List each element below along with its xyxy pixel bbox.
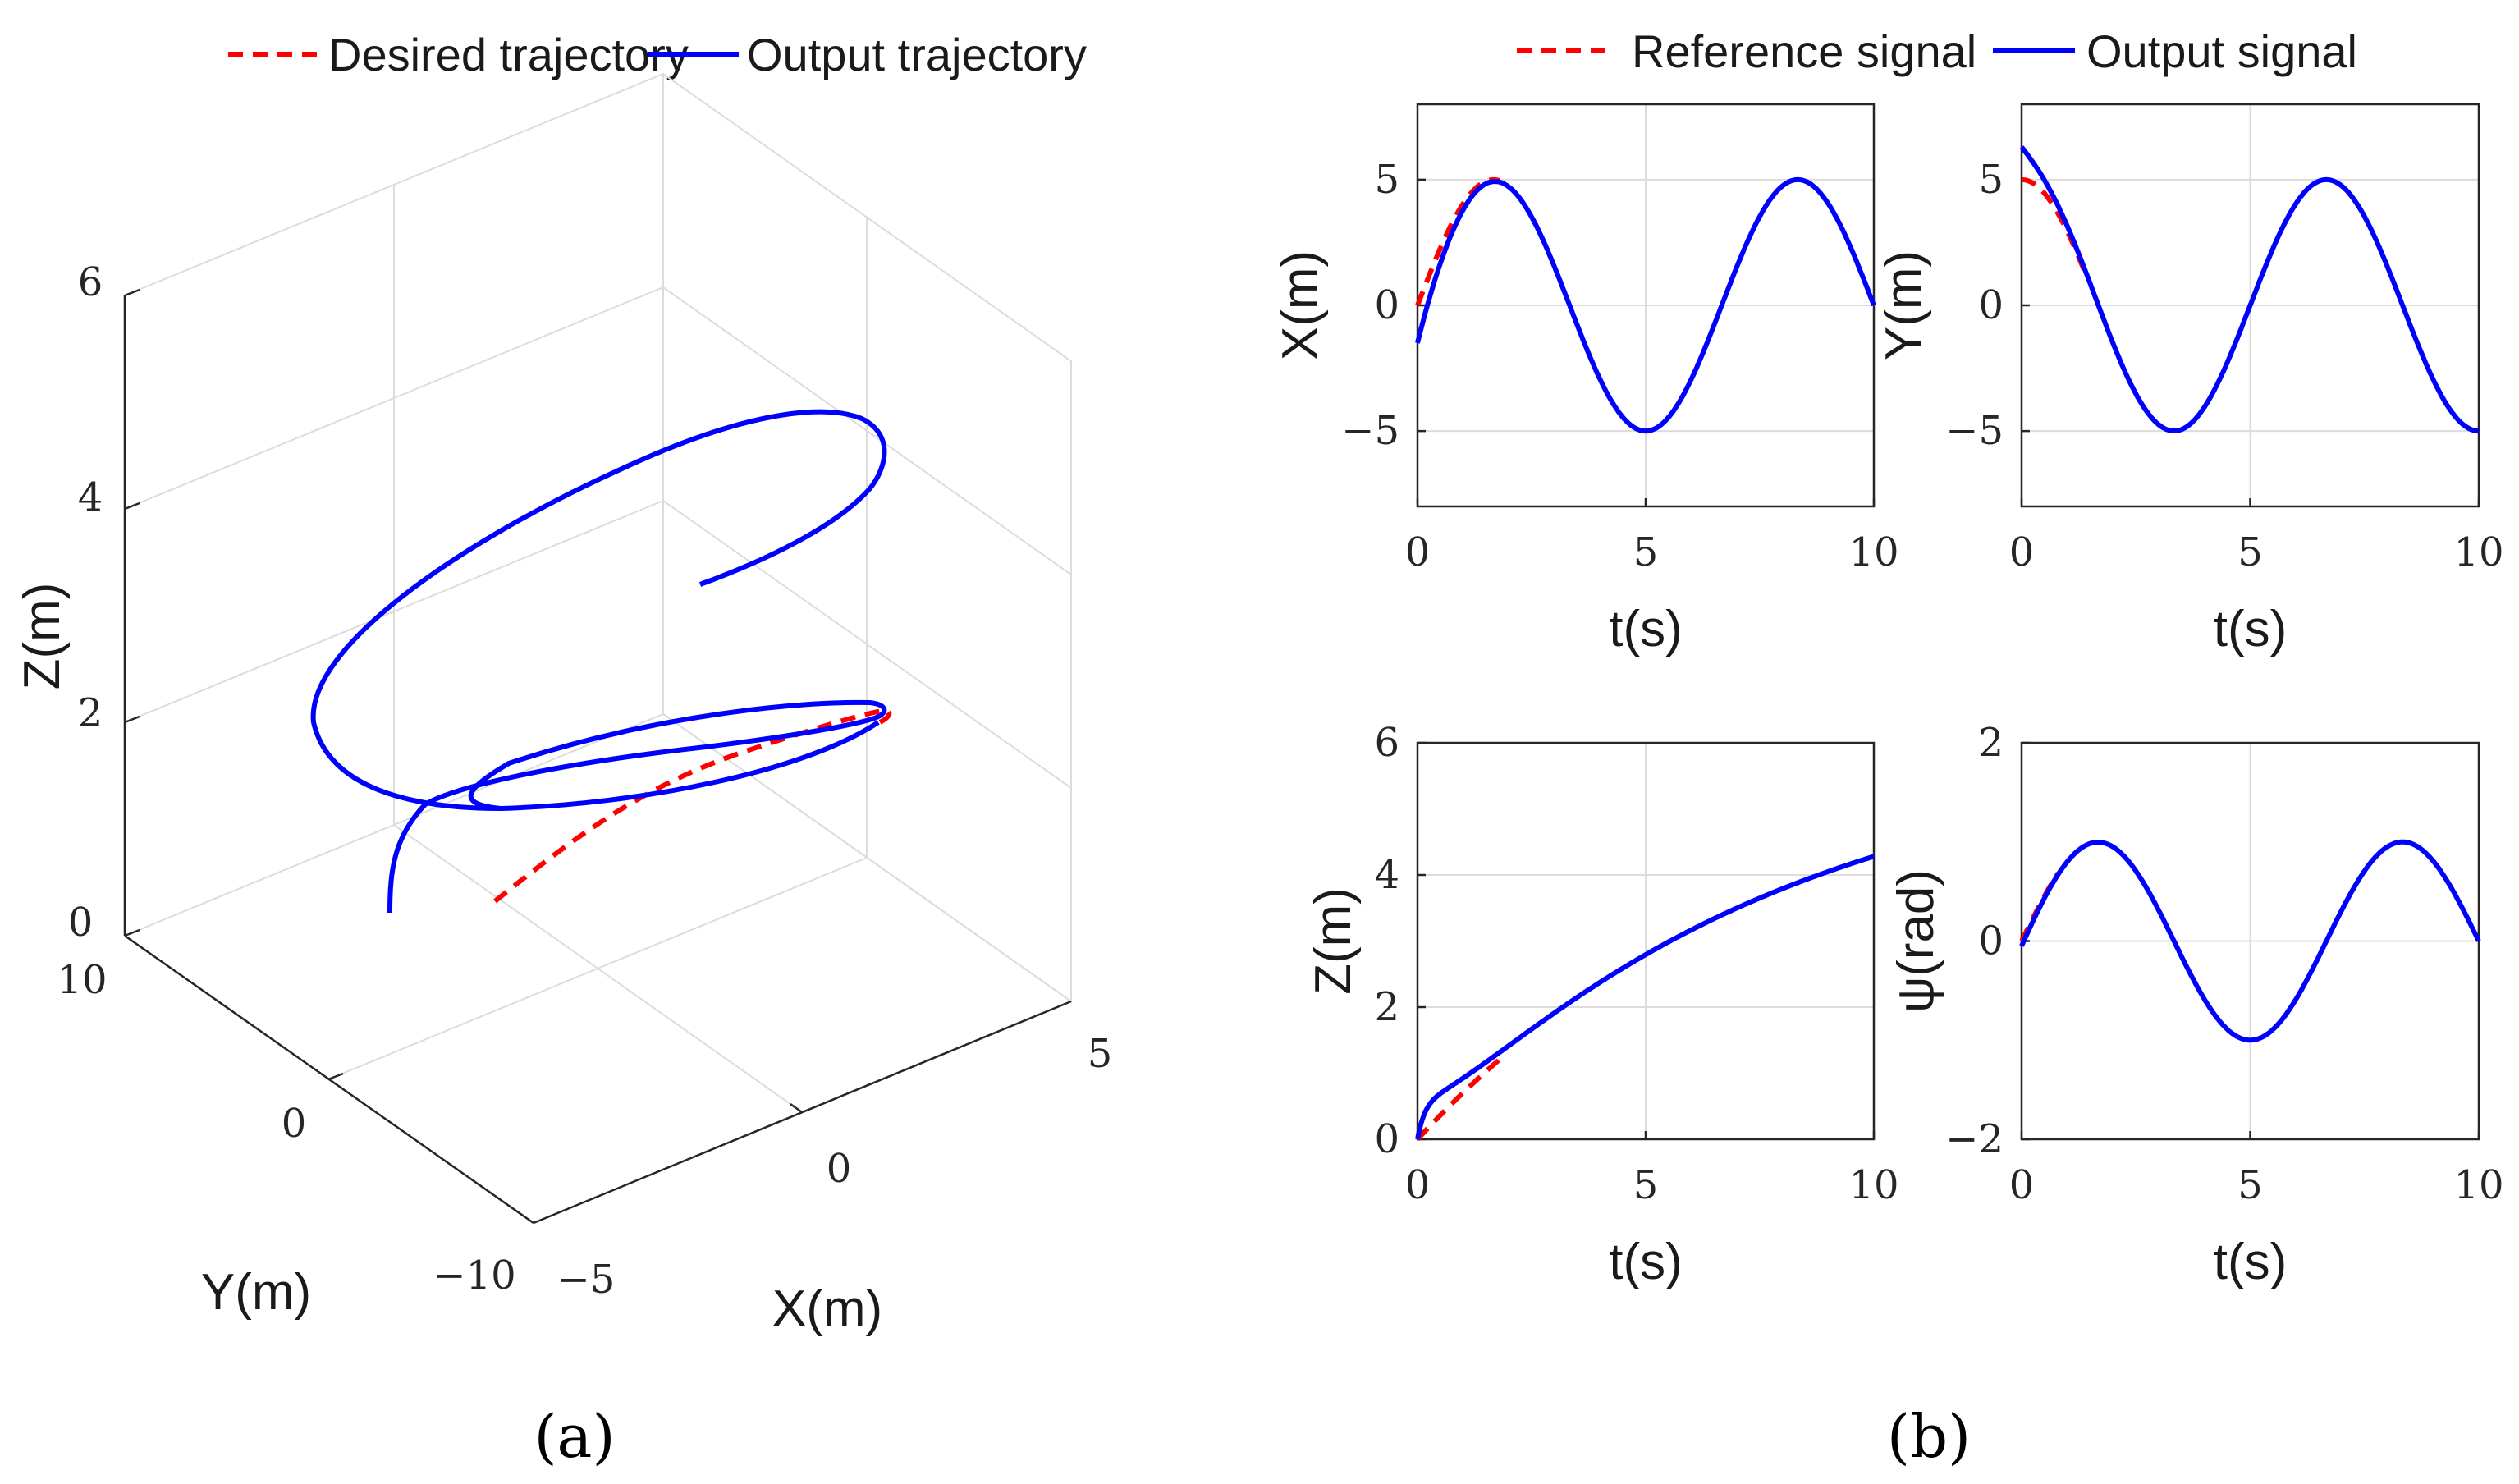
psi_t-ytick-label-1: 0 <box>1978 918 2004 964</box>
z-axis-label: Z(m) <box>14 583 71 690</box>
subplot-y-t: 0 5 10 5 0 −5 t(s) Y(m) <box>1876 103 2504 657</box>
panel-label-a: (a) <box>534 1402 615 1471</box>
z-tick-label-0: 0 <box>68 900 94 946</box>
x-axis-label: X(m) <box>772 1280 882 1337</box>
legend-a-out-label: Output trajectory <box>747 29 1087 80</box>
legend-a-ref-label: Desired trajectory <box>328 29 689 80</box>
y_t-ytick-label-0: 5 <box>1978 157 2004 203</box>
y-tick-label-0: 0 <box>282 1101 307 1147</box>
legend-b: Reference signal Output signal <box>1517 25 2357 77</box>
legend-b-out-label: Output signal <box>2086 25 2357 77</box>
z-grid-2 <box>124 499 1072 789</box>
psi_t-xtick-label-10: 10 <box>2453 1162 2503 1208</box>
psi_t-xtick-label-5: 5 <box>2237 1162 2263 1208</box>
x_t-ytick-label-2: −5 <box>1341 408 1399 454</box>
legend-a: Desired trajectory Output trajectory <box>228 29 1087 80</box>
z_t-xtick-label-10: 10 <box>1848 1162 1898 1208</box>
x_t-xtick-label-10: 10 <box>1848 529 1898 575</box>
z-grid-4 <box>124 286 1072 575</box>
z_t-ylabel: Z(m) <box>1305 887 1362 995</box>
y_t-output-line <box>2019 145 2479 434</box>
x_t-xlabel: t(s) <box>1609 601 1683 657</box>
y_t-ytick-label-2: −5 <box>1945 408 2004 454</box>
x_t-reference-line <box>1415 176 1500 307</box>
psi_t-xlabel: t(s) <box>2214 1234 2288 1290</box>
subplot-x-t: 0 5 10 5 0 −5 t(s) X(m) <box>1272 103 1899 657</box>
z_t-ytick-label-0: 6 <box>1374 720 1399 766</box>
x_t-xtick-label-0: 0 <box>1405 529 1431 575</box>
panel-label-b: (b) <box>1887 1402 1971 1471</box>
axes-3d-box <box>123 72 1072 1225</box>
psi_t-xtick-label-0: 0 <box>2009 1162 2035 1208</box>
y_t-ylabel: Y(m) <box>1876 250 1932 360</box>
subplot-z-t: 0 5 10 6 4 2 0 t(s) Z(m) <box>1305 720 1899 1290</box>
z_t-xtick-label-0: 0 <box>1405 1162 1431 1208</box>
x_t-ylabel: X(m) <box>1272 250 1329 360</box>
y_t-xtick-label-5: 5 <box>2237 529 2263 575</box>
y_t-reference-line <box>2022 176 2088 276</box>
z-tick-0 <box>124 928 140 937</box>
desired-trajectory-line <box>493 708 892 904</box>
floor-x0 <box>393 824 803 1113</box>
z_t-reference-line <box>1415 1057 1502 1142</box>
z_t-ytick-label-1: 4 <box>1374 852 1399 898</box>
z-tick-label-2: 2 <box>78 690 103 736</box>
z_t-ytick-label-2: 2 <box>1374 984 1399 1030</box>
y_t-xlabel: t(s) <box>2214 601 2288 657</box>
psi_t-ytick-label-0: 2 <box>1978 720 2004 766</box>
x_t-xtick-label-5: 5 <box>1633 529 1659 575</box>
y-tick-0 <box>327 1072 344 1081</box>
x-tick-label-0: 0 <box>827 1146 852 1192</box>
y-axis-label: Y(m) <box>201 1264 311 1321</box>
z_t-output-line <box>1415 854 1875 1140</box>
panel-b-time-signals: Reference signal Output signal 0 5 10 5 0 −5 t… <box>1272 25 2504 1290</box>
legend-b-ref-label: Reference signal <box>1632 25 1976 77</box>
y-tick-label-10: 10 <box>57 957 107 1003</box>
z-tick-label-4: 4 <box>78 474 103 520</box>
y_t-xtick-label-10: 10 <box>2453 529 2503 575</box>
x_t-ytick-label-1: 0 <box>1374 282 1399 328</box>
psi_t-ylabel: ψ(rad) <box>1888 869 1944 1013</box>
y_t-xtick-label-0: 0 <box>2009 529 2035 575</box>
x-tick-label-5: 5 <box>1088 1031 1113 1077</box>
x_t-ytick-label-0: 5 <box>1374 157 1399 203</box>
panel-a-3d-trajectory: Desired trajectory Output trajectory <box>14 29 1112 1337</box>
z-tick-4 <box>124 502 140 511</box>
y_t-ytick-label-1: 0 <box>1978 282 2004 328</box>
x-axis-line <box>533 1000 1072 1225</box>
x-tick-0 <box>790 1102 803 1114</box>
psi_t-output-line <box>2019 839 2481 1043</box>
z-tick-label-6: 6 <box>78 259 103 305</box>
z-tick-2 <box>124 715 140 724</box>
z_t-xlabel: t(s) <box>1609 1234 1683 1290</box>
output-trajectory-line <box>310 409 887 914</box>
z_t-xtick-label-5: 5 <box>1633 1162 1659 1208</box>
floor-grid <box>124 712 1072 1002</box>
x-tick-label-m5: −5 <box>557 1257 616 1303</box>
y-tick-label-m10: −10 <box>433 1253 515 1298</box>
x_t-output-line <box>1415 176 1876 434</box>
z-tick-6 <box>124 288 140 297</box>
psi_t-ytick-label-2: −2 <box>1945 1116 2004 1162</box>
z_t-ytick-label-3: 0 <box>1374 1116 1399 1162</box>
